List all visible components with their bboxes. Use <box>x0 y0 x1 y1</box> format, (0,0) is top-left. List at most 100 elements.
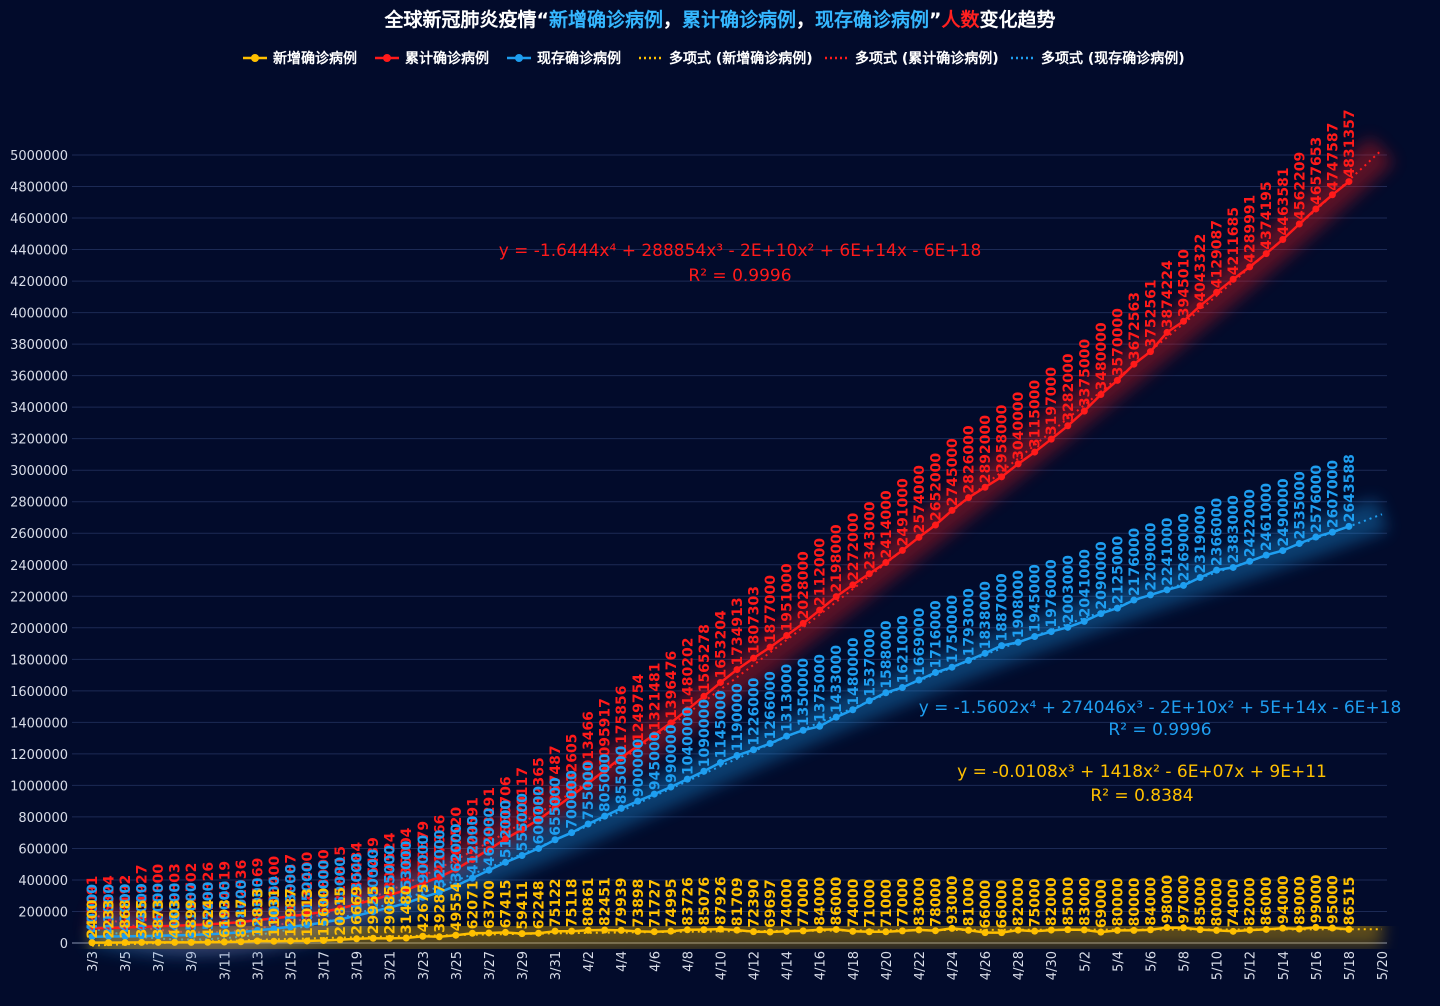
data-label: 3873 <box>151 899 167 938</box>
data-point <box>1146 348 1154 356</box>
data-point <box>1130 596 1138 604</box>
legend-marker <box>251 54 259 62</box>
data-label: 59411 <box>515 881 531 930</box>
data-label: 245484 <box>350 842 366 901</box>
data-point <box>1097 610 1105 618</box>
data-point <box>1047 628 1055 636</box>
data-point <box>931 927 939 935</box>
data-point <box>237 938 245 946</box>
data-point <box>270 925 278 933</box>
data-label: 89000 <box>1292 876 1308 925</box>
data-label: 82000 <box>1044 877 1060 926</box>
data-label: 118326 <box>201 862 217 920</box>
data-label: 42675 <box>416 884 432 933</box>
legend-label: 现存确诊病例 <box>537 50 621 67</box>
x-tick-label: 4/12 <box>748 951 763 980</box>
data-label: 2461000 <box>1259 483 1275 551</box>
data-point <box>435 873 443 881</box>
x-tick-label: 5/8 <box>1178 951 1193 972</box>
y-tick-label: 1200000 <box>10 748 68 763</box>
data-point <box>965 656 973 664</box>
data-point <box>171 922 179 930</box>
data-point <box>303 910 311 918</box>
x-tick-label: 5/14 <box>1277 951 1292 980</box>
data-point <box>286 912 294 920</box>
data-label: 75000 <box>1028 878 1044 927</box>
x-tick-label: 5/6 <box>1144 951 1159 972</box>
data-label: 74995 <box>664 878 680 927</box>
data-point <box>1312 923 1320 931</box>
data-label: 95000 <box>1325 875 1341 924</box>
data-label: 2868 <box>118 900 134 939</box>
x-tick-label: 5/10 <box>1211 951 1226 980</box>
data-point <box>650 731 658 739</box>
data-label: 109803 <box>168 863 184 921</box>
data-point <box>270 937 278 945</box>
data-label: 87926 <box>713 876 729 925</box>
data-point <box>584 926 592 934</box>
data-label: 3375000 <box>1077 339 1093 407</box>
data-label: 1145000 <box>713 690 729 758</box>
data-point <box>634 927 642 935</box>
data-label: 101927 <box>135 864 151 922</box>
data-label: 83000 <box>912 877 928 926</box>
data-label: 41000 <box>102 884 118 933</box>
data-point <box>1163 924 1171 932</box>
data-label: 48000 <box>168 882 184 931</box>
data-point <box>501 858 509 866</box>
data-point <box>419 879 427 887</box>
data-point <box>320 937 328 945</box>
data-label: 132536 <box>234 860 250 918</box>
data-label: 169387 <box>283 854 299 912</box>
y-tick-label: 2600000 <box>10 527 68 542</box>
data-point <box>468 874 476 882</box>
legend-label: 多项式 (累计确诊病例) <box>855 50 999 67</box>
data-point <box>105 933 113 941</box>
data-label: 80000 <box>1110 877 1126 926</box>
data-label: 182400 <box>300 852 316 911</box>
data-label: 3282000 <box>1061 353 1077 421</box>
data-point <box>204 938 212 946</box>
data-point <box>998 929 1006 937</box>
data-label: 1375000 <box>813 654 829 722</box>
data-label: 81000 <box>962 877 978 926</box>
x-tick-label: 3/25 <box>450 951 465 980</box>
data-label: 2209000 <box>1143 522 1159 590</box>
title-part: 现存确诊病例 <box>815 8 929 31</box>
data-label: 857487 <box>548 745 564 803</box>
data-point <box>634 742 642 750</box>
data-label: 655000 <box>548 777 564 836</box>
data-label: 660706 <box>498 776 514 834</box>
data-label: 4129087 <box>1210 220 1226 288</box>
data-point <box>783 632 791 640</box>
data-point <box>1146 926 1154 934</box>
data-label: 81709 <box>730 877 746 926</box>
data-point <box>551 927 559 935</box>
data-point <box>138 938 146 946</box>
y-tick-label: 1400000 <box>10 716 68 731</box>
data-point <box>485 866 493 874</box>
data-point <box>568 927 576 935</box>
data-label: 29955 <box>366 886 382 935</box>
data-label: 85000 <box>1193 877 1209 926</box>
data-label: 2576000 <box>1309 465 1325 533</box>
data-point <box>1196 302 1204 310</box>
title-part: ， <box>663 9 682 31</box>
data-label: 1588000 <box>879 620 895 688</box>
data-label: 1669000 <box>912 608 928 676</box>
data-point <box>435 933 443 941</box>
data-label: 60000 <box>217 881 233 930</box>
data-point <box>336 915 344 923</box>
data-point <box>1064 422 1072 430</box>
data-point <box>1229 927 1237 935</box>
data-label: 3115000 <box>1028 380 1044 448</box>
data-point <box>766 739 774 747</box>
x-tick-label: 5/4 <box>1111 951 1126 972</box>
x-tick-label: 4/6 <box>648 951 663 972</box>
data-point <box>1080 926 1088 934</box>
data-point <box>1130 926 1138 934</box>
data-label: 720117 <box>515 767 531 825</box>
data-label: 49554 <box>449 882 465 931</box>
data-label: 4831357 <box>1342 109 1358 177</box>
